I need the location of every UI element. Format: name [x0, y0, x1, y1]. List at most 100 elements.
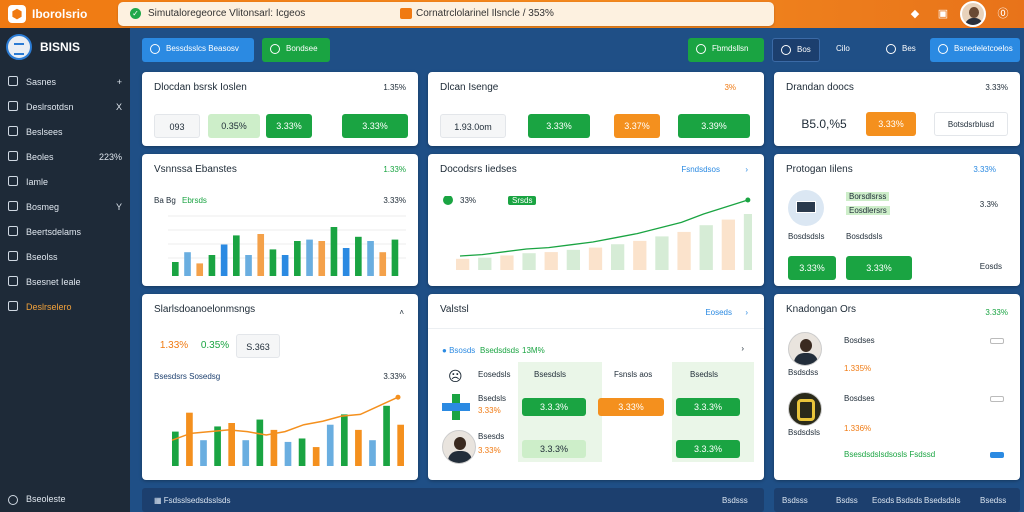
toggle-icon[interactable] — [990, 452, 1004, 458]
table-cell: 3.3.3% — [676, 440, 740, 458]
sidebar-footer[interactable]: Bseoleste — [8, 494, 66, 505]
sidebar-item[interactable]: Sasnes + — [0, 72, 130, 92]
info-icon[interactable]: ⓪ — [997, 8, 1009, 20]
check-icon — [696, 44, 706, 54]
chart-card-3: Slarlsdoanoelonmsngs ˄ 1.33% 0.35% S.363… — [142, 294, 418, 480]
bar — [355, 429, 362, 466]
chart-card-1: Vsnnssa Ebanstes 1.33% Ba Bg Ebrsds 3.33… — [142, 154, 418, 286]
bar — [326, 424, 334, 466]
bottom-link[interactable]: Bsdsss — [782, 496, 808, 505]
table-row-pct: 3.33% — [478, 406, 501, 415]
kpi-value: 1.93.0om — [440, 114, 506, 138]
table-col: Bsesdsls — [534, 370, 567, 379]
table-link[interactable]: Eoseds — [705, 308, 732, 317]
toolbar-button-2[interactable]: Bondsee — [262, 38, 330, 62]
bar — [220, 244, 228, 276]
notice-text-2: Cornatrclolarinel Ilsncle / 353% — [416, 8, 554, 19]
toolbar-button-3[interactable]: Fbmdsllsn — [688, 38, 764, 62]
toolbar-button-7[interactable]: Bsnedeletcoelos — [930, 38, 1020, 62]
chart-link[interactable]: Fsndsdsos — [681, 165, 720, 174]
sidebar-item[interactable]: Deslrsotdsn X — [0, 97, 130, 117]
toolbar-button-5[interactable]: Cilo — [836, 44, 850, 53]
chart-sub-3: 3.33% — [383, 196, 406, 205]
bar — [256, 419, 264, 466]
table-icon — [8, 151, 18, 161]
kpi-chip: 3.33% — [266, 114, 312, 138]
toggle-icon[interactable] — [990, 338, 1004, 344]
bottom-link[interactable]: Bsedss — [980, 496, 1007, 505]
sidebar-item[interactable]: Beertsdelams — [0, 222, 130, 242]
toolbar-button-6[interactable]: Bes — [878, 38, 924, 62]
sidebar-item[interactable]: Beoles 223% — [0, 147, 130, 167]
footer-icon — [8, 494, 18, 505]
point — [443, 196, 453, 205]
chat-icon — [8, 201, 18, 211]
sidebar-brand[interactable]: BISNIS — [6, 34, 124, 60]
orders-pct: 3.33% — [985, 308, 1008, 317]
bar — [233, 235, 240, 276]
bottom-left[interactable]: ▦ Fsdsslsedsdsslsds — [154, 496, 231, 505]
sidebar-item[interactable]: Bseolss — [0, 247, 130, 267]
notification-banner[interactable]: ✓ Simutaloregeorce Vlitonsarl: Icgeos Co… — [118, 2, 774, 26]
clipboard-icon[interactable]: ▣ — [937, 8, 949, 20]
product-chip: 3.33% — [846, 256, 912, 280]
filter-icon — [150, 44, 160, 54]
series-line — [171, 396, 399, 441]
download-icon — [938, 44, 948, 54]
chat-icon — [8, 101, 18, 111]
kpi-value: B5.0,%5 — [782, 112, 866, 136]
sidebar-item[interactable]: Iamle — [0, 172, 130, 192]
sidebar-item[interactable]: Beslsees — [0, 122, 130, 142]
bar — [270, 429, 278, 466]
product-link[interactable]: Eosds — [979, 262, 1002, 271]
bottom-link[interactable]: Bsdsds — [896, 496, 923, 505]
orders-title: Knadongan Ors — [786, 304, 857, 315]
bar — [330, 227, 338, 276]
order-name: Bosdses — [844, 394, 875, 403]
sidebar-item[interactable]: Deslrselero — [0, 297, 130, 317]
chart-card-2: Docodsrs Iiedses Fsndsdsos › 33% Srsds — [428, 154, 764, 286]
toolbar-button-1[interactable]: Bessdsslcs Beasosv — [142, 38, 254, 62]
kpi-link[interactable]: Botsdsrblusd — [934, 112, 1008, 136]
top-bar: ⬢ Iborolsrio ✓ Simutaloregeorce Vlitonsa… — [0, 0, 1024, 28]
toggle-icon[interactable] — [990, 396, 1004, 402]
table-head-2: Bsedsdsds — [480, 346, 520, 355]
bar — [633, 240, 647, 270]
bottom-link[interactable]: Bsdsss — [722, 496, 748, 505]
sidebar-item[interactable]: Bsesnet Ieale — [0, 272, 130, 292]
order-name: Bosdses — [844, 336, 875, 345]
chevron-right-icon[interactable]: › — [741, 344, 744, 353]
box-icon — [8, 251, 18, 261]
product-card: Protogan Iilens 3.33% Borsdlsrss Eosdler… — [774, 154, 1020, 286]
kpi-chip: 3.37% — [614, 114, 660, 138]
product-caption: Bosdsdsls — [846, 232, 883, 241]
bar — [257, 234, 265, 276]
grid-icon — [8, 126, 18, 136]
bar — [522, 253, 536, 270]
bottom-link[interactable]: Eosds — [872, 496, 895, 505]
kpi-card-1: Dlocdan bsrsk Ioslen 1.35% 093 0.35% 3.3… — [142, 72, 418, 146]
chart-sub: Ba Bg — [154, 196, 176, 205]
chevron-up-icon[interactable]: ˄ — [399, 308, 404, 317]
toolbar-button-4[interactable]: Bos — [772, 38, 820, 62]
chart-sub: Bsesdsrs Sosedsg — [154, 372, 221, 381]
notice-text: Simutaloregeorce Vlitonsarl: Icgeos — [148, 8, 306, 19]
check-icon: ✓ — [130, 8, 141, 19]
brand-logo-icon — [6, 34, 32, 60]
user-avatar[interactable] — [960, 1, 986, 27]
plus-icon — [270, 44, 280, 54]
sidebar-item[interactable]: Bosmeg Y — [0, 197, 130, 217]
sidebar-brand-name: BISNIS — [40, 40, 81, 54]
app-logo-icon[interactable]: ⬢ — [8, 5, 26, 23]
bar — [500, 255, 514, 270]
bottom-link[interactable]: Bsdss — [836, 496, 858, 505]
bell-icon[interactable]: ◆ — [910, 8, 920, 20]
chevron-right-icon[interactable]: › — [745, 165, 748, 174]
kpi-title: Drandan doocs — [786, 82, 854, 93]
chart-stat: S.363 — [236, 334, 280, 358]
chevron-right-icon[interactable]: › — [745, 308, 748, 317]
table-cell: 3.33% — [598, 398, 664, 416]
table-row-name: Eosedsls — [478, 370, 511, 379]
chart-title: Docodsrs Iiedses — [440, 164, 517, 175]
bottom-link[interactable]: Bsedsdsls — [924, 496, 961, 505]
